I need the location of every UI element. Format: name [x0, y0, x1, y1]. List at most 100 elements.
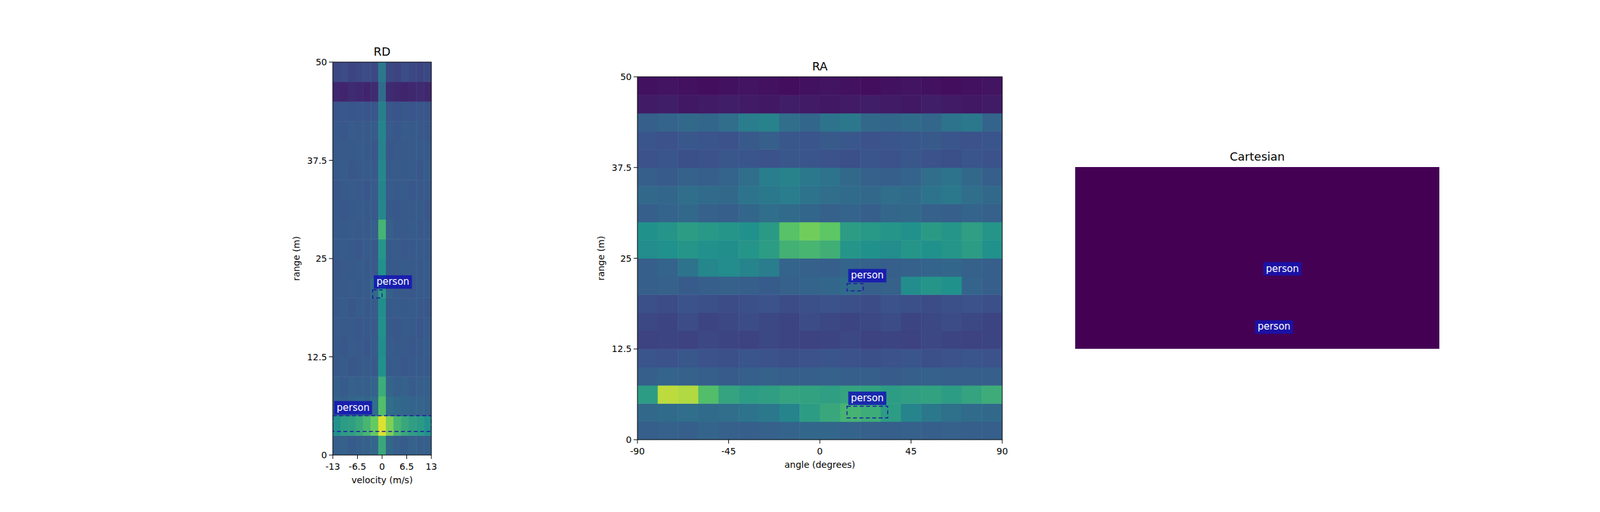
heat-cell	[408, 140, 416, 161]
heat-cell	[370, 160, 379, 181]
heat-cell	[657, 312, 679, 332]
heat-cell	[981, 240, 1003, 259]
heat-cell	[961, 367, 983, 386]
heat-cell	[961, 76, 983, 96]
heat-cell	[840, 167, 861, 187]
heat-cell	[718, 258, 740, 278]
heat-cell	[779, 113, 800, 132]
heat-cell	[416, 62, 424, 82]
heat-cell	[393, 199, 402, 220]
heat-cell	[332, 357, 341, 377]
heat-cell	[981, 348, 1003, 368]
heat-cell	[401, 435, 409, 456]
heat-cell	[348, 278, 356, 299]
bounding-box	[332, 416, 432, 432]
heat-cell	[961, 312, 983, 332]
heat-cell	[941, 149, 962, 168]
heat-cell	[860, 131, 881, 150]
heat-cell	[340, 376, 349, 397]
heat-cell	[920, 203, 942, 223]
heat-cell	[637, 113, 658, 132]
heat-cell	[941, 113, 962, 132]
heat-cell	[393, 435, 402, 456]
y-tick-label: 50	[315, 56, 328, 68]
heat-cell	[677, 76, 699, 96]
heat-cell	[981, 149, 1003, 168]
annotation-text: person	[376, 275, 409, 288]
title: Cartesian	[1230, 149, 1286, 164]
heat-cell	[718, 367, 740, 386]
heat-cell	[657, 385, 679, 404]
heat-cell	[759, 203, 780, 223]
heat-cell	[901, 240, 922, 259]
heat-cell	[799, 258, 820, 278]
heat-cell	[961, 94, 983, 114]
heat-cell	[355, 160, 364, 181]
heat-cell	[860, 330, 881, 350]
y-tick-label: 37.5	[611, 162, 632, 173]
heat-cell	[637, 149, 658, 168]
heat-cell	[332, 416, 341, 436]
heat-cell	[677, 94, 699, 114]
heat-cell	[698, 294, 719, 313]
heat-cell	[401, 120, 409, 141]
heat-cell	[677, 385, 699, 404]
heat-cell	[759, 348, 780, 368]
heat-cell	[340, 101, 349, 121]
annotation-text: person	[850, 269, 884, 281]
heat-cell	[961, 276, 983, 296]
heat-cell	[362, 278, 371, 299]
heat-cell	[759, 367, 780, 386]
heat-cell	[698, 258, 719, 278]
heat-cell	[698, 203, 719, 223]
heat-cell	[378, 376, 386, 397]
heat-cell	[378, 219, 386, 240]
heat-cell	[385, 120, 394, 141]
heat-cell	[370, 199, 379, 220]
heat-cell	[840, 149, 861, 168]
heat-cell	[423, 140, 432, 161]
heat-cell	[860, 240, 881, 259]
heat-cell	[779, 348, 800, 368]
heat-cell	[698, 149, 719, 168]
heat-cell	[423, 317, 432, 338]
x-axis-label: velocity (m/s)	[351, 474, 413, 486]
x-tick-label: -90	[630, 446, 646, 457]
annotation-box	[1263, 262, 1302, 276]
heat-cell	[738, 149, 760, 168]
annotation-box	[1255, 320, 1293, 334]
heat-cell	[637, 348, 658, 368]
annotation-text: person	[336, 401, 370, 414]
heat-cell	[819, 203, 841, 223]
heat-cell	[416, 238, 424, 259]
heat-cell	[408, 81, 416, 102]
heat-cell	[401, 297, 409, 318]
heat-cell	[423, 219, 432, 240]
heat-cell	[961, 294, 983, 313]
heat-cell	[718, 421, 740, 440]
heat-cell	[961, 385, 983, 404]
heat-cell	[738, 403, 760, 422]
heat-cell	[677, 367, 699, 386]
x-tick-label: -45	[721, 446, 736, 457]
heat-cell	[362, 337, 371, 358]
heat-cell	[901, 385, 922, 404]
heat-cell	[819, 385, 841, 404]
heat-cell	[759, 385, 780, 404]
heat-cell	[340, 258, 349, 279]
heat-cell	[901, 149, 922, 168]
heat-cell	[799, 222, 820, 241]
heat-cell	[698, 421, 719, 440]
heat-cell	[423, 199, 432, 220]
heat-cell	[718, 131, 740, 150]
heat-cell	[779, 385, 800, 404]
heat-cell	[718, 240, 740, 259]
heat-cell	[348, 238, 356, 259]
heat-cell	[880, 294, 902, 313]
heat-cell	[819, 367, 841, 386]
heat-cell	[759, 222, 780, 241]
heat-cell	[393, 337, 402, 358]
heat-cell	[332, 140, 341, 161]
heat-cell	[393, 179, 402, 200]
heat-cell	[637, 131, 658, 150]
